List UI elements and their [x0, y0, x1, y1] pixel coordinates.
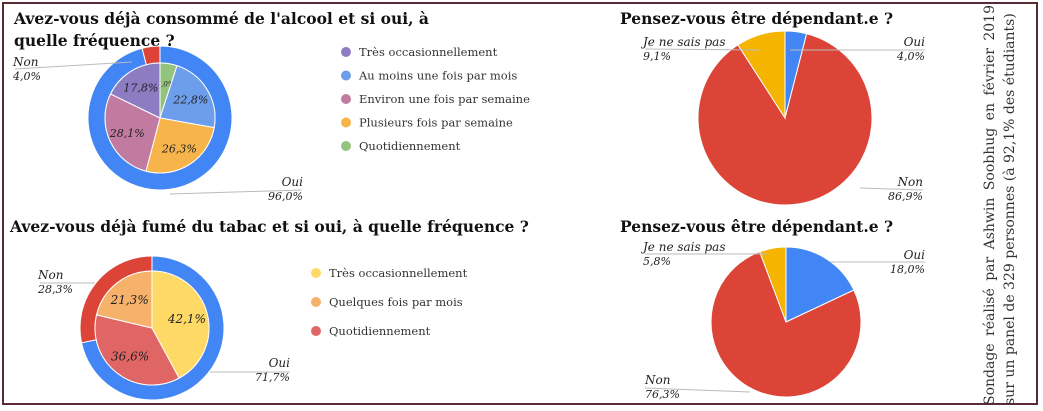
alcohol-inner-slice — [145, 117, 215, 174]
tobacco-legend-label: Quelques fois par mois — [329, 295, 463, 309]
alcohol-oui-label: Oui — [282, 175, 304, 189]
alcohol-legend-marker — [341, 141, 351, 151]
tobacco-dependence-slice — [759, 246, 787, 323]
alcohol-legend-label: Plusieurs fois par semaine — [359, 116, 513, 130]
tobacco-inner-slice — [151, 270, 210, 379]
tobacco-legend-marker — [311, 326, 321, 336]
alcohol-legend-marker — [341, 94, 351, 104]
tobacco-dependence-slice — [785, 246, 855, 323]
alcohol-inner-data-label: 5,0% — [157, 80, 175, 88]
chart-title-alcohol-dependence: Pensez-vous être dépendant.e ? — [620, 9, 894, 28]
tobacco-dep-jnsp-value: 5,8% — [643, 255, 671, 268]
tobacco-inner-slice — [95, 270, 153, 329]
tobacco-legend-label: Très occasionnellement — [329, 266, 468, 280]
alcohol-inner-data-label: 26,3% — [161, 142, 197, 155]
tobacco-non-label: Non — [37, 268, 63, 282]
alcohol-legend-marker — [341, 117, 351, 128]
tobacco-inner-slice — [94, 314, 180, 386]
tobacco-dependence-slice — [710, 251, 862, 398]
tobacco-oui-value: 71,7% — [255, 371, 290, 384]
frame-border — [2, 2, 1038, 405]
chart-title-tobacco-dependence: Pensez-vous être dépendant.e ? — [620, 217, 894, 236]
alcohol-inner-data-label: 17,8% — [123, 81, 158, 94]
tobacco-dep-non-leader-line — [644, 387, 751, 393]
tobacco-dep-oui-value: 18,0% — [890, 263, 925, 276]
alcohol-legend-label: Au moins une fois par mois — [358, 69, 517, 83]
alcohol-legend-marker — [341, 70, 351, 81]
tobacco-inner-data-label: 21,3% — [110, 293, 149, 307]
alcohol-oui-value: 96,0% — [268, 190, 303, 203]
alcohol-inner-data-label: 28,1% — [109, 127, 145, 140]
alcohol-dep-jnsp-leader-line — [644, 48, 761, 51]
alcohol-non-label: Non — [12, 55, 38, 69]
chart-title-alcohol: Avez-vous déjà consommé de l'alcool et s… — [14, 9, 429, 50]
tobacco-dep-non-label: Non — [644, 373, 670, 387]
alcohol-inner-slice — [109, 62, 161, 119]
alcohol-legend-label: Très occasionnellement — [359, 45, 498, 59]
tobacco-dep-oui-label: Oui — [904, 248, 926, 262]
alcohol-non-value: 4,0% — [12, 70, 41, 83]
alcohol-legend-label: Environ une fois par semaine — [359, 92, 530, 106]
alcohol-dep-oui-label: Oui — [904, 35, 926, 49]
tobacco-legend-label: Quotidiennement — [329, 324, 431, 338]
alcohol-dependence-slice — [737, 30, 786, 120]
alcohol-inner-slice — [104, 93, 161, 172]
tobacco-legend-marker — [311, 297, 321, 307]
alcohol-dependence-slice — [697, 33, 873, 206]
alcohol-dep-jnsp-value: 9,1% — [643, 50, 671, 63]
tobacco-legend-marker — [311, 268, 321, 278]
chart-title-tobacco: Avez-vous déjà fumé du tabac et si oui, … — [10, 217, 529, 236]
tobacco-dep-non-value: 76,3% — [645, 388, 680, 401]
alcohol-dep-non-label: Non — [897, 175, 923, 189]
tobacco-oui-label: Oui — [269, 356, 291, 370]
alcohol-inner-data-label: 22,8% — [172, 93, 208, 106]
tobacco-non-value: 28,3% — [37, 283, 73, 296]
tobacco-inner-data-label: 36,6% — [111, 350, 149, 364]
alcohol-dep-non-value: 86,9% — [888, 190, 923, 203]
alcohol-dep-oui-value: 4,0% — [896, 50, 925, 63]
tobacco-inner-data-label: 42,1% — [167, 312, 206, 326]
tobacco-dep-jnsp-label: Je ne sais pas — [640, 240, 726, 254]
alcohol-oui-leader-line — [169, 189, 303, 195]
alcohol-legend-label: Quotidiennement — [359, 139, 461, 153]
alcohol-dep-jnsp-label: Je ne sais pas — [640, 35, 726, 49]
alcohol-inner-slice — [159, 65, 216, 129]
alcohol-dep-non-leader-line — [859, 187, 924, 191]
alcohol-legend-marker — [341, 47, 351, 57]
alcohol-non-leader-line — [14, 61, 133, 70]
